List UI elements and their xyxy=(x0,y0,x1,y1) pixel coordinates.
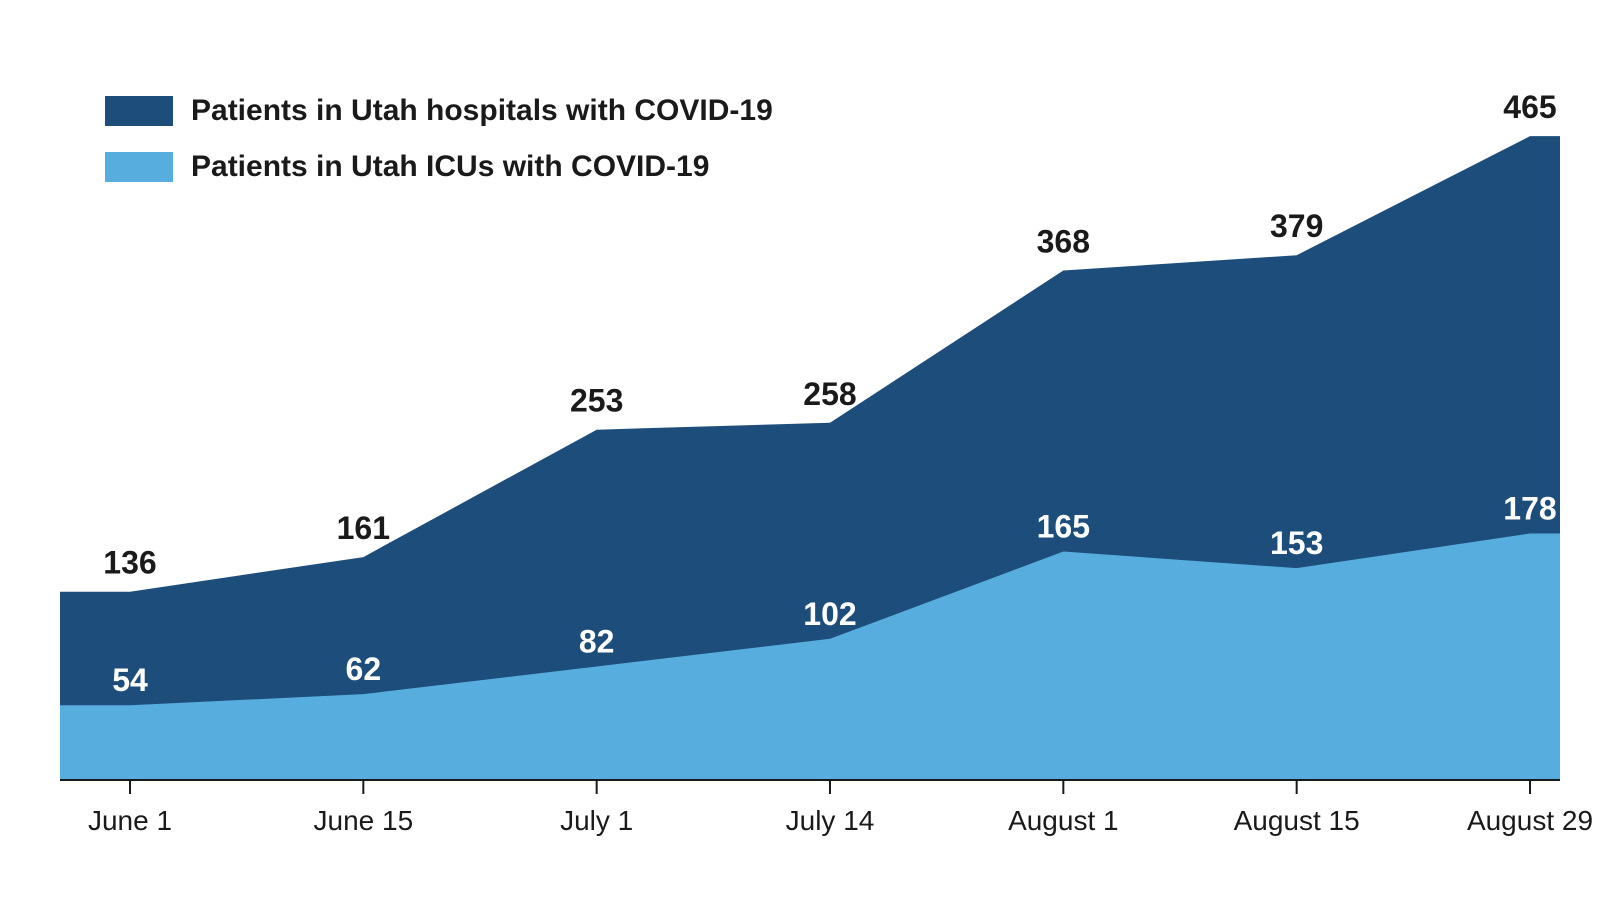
legend-hospitals-swatch xyxy=(105,96,173,126)
covid-area-chart: June 1 June 15 July 1 July 14 August 1 August… xyxy=(0,0,1600,900)
hospital-value-label: 161 xyxy=(337,510,390,546)
icu-value-label: 54 xyxy=(112,662,148,698)
hospital-value-label: 368 xyxy=(1037,223,1090,259)
hospital-value-label: 379 xyxy=(1270,208,1323,244)
chart-svg: June 1 June 15 July 1 July 14 August 1 August… xyxy=(0,0,1600,900)
x-tick-label: August 15 xyxy=(1234,805,1360,836)
hospital-value-label: 465 xyxy=(1503,89,1556,125)
legend-icus-label: Patients in Utah ICUs with COVID-19 xyxy=(191,150,709,183)
x-tick-label: August 29 xyxy=(1467,805,1593,836)
hospital-value-label: 253 xyxy=(570,383,623,419)
icu-value-label: 165 xyxy=(1037,509,1090,545)
icu-value-label: 178 xyxy=(1503,491,1556,527)
legend-icus-swatch xyxy=(105,152,173,182)
x-tick-label: July 14 xyxy=(786,805,875,836)
legend-hospitals-label: Patients in Utah hospitals with COVID-19 xyxy=(191,94,773,127)
icu-value-label: 153 xyxy=(1270,525,1323,561)
icu-value-label: 102 xyxy=(803,596,856,632)
x-tick-label: June 15 xyxy=(314,805,414,836)
hospital-value-label: 136 xyxy=(103,545,156,581)
icu-value-label: 82 xyxy=(579,623,615,659)
icu-value-label: 62 xyxy=(346,651,382,687)
x-tick-label: June 1 xyxy=(88,805,172,836)
x-tick-label: July 1 xyxy=(560,805,633,836)
hospital-value-label: 258 xyxy=(803,376,856,412)
x-tick-label: August 1 xyxy=(1008,805,1119,836)
